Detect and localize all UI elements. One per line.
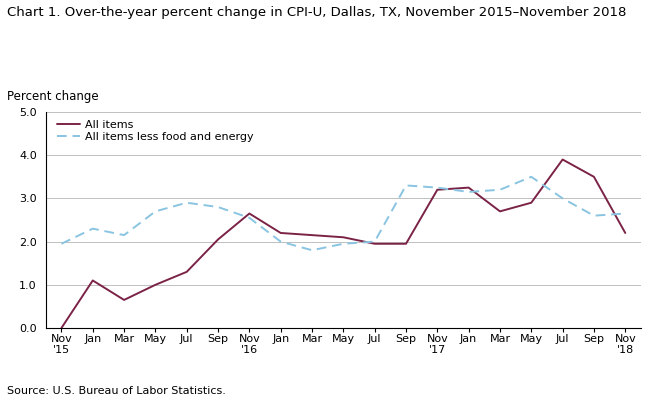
All items less food and energy bbox=[496, 187, 504, 192]
All items bbox=[527, 200, 535, 205]
All items less food and energy bbox=[559, 196, 566, 201]
All items less food and energy bbox=[371, 239, 379, 244]
All items bbox=[590, 174, 598, 179]
Line: All items: All items bbox=[61, 160, 625, 328]
All items bbox=[245, 211, 253, 216]
All items bbox=[152, 282, 160, 287]
All items bbox=[183, 270, 191, 274]
All items bbox=[559, 157, 566, 162]
All items less food and energy bbox=[214, 205, 222, 210]
All items less food and energy bbox=[621, 211, 629, 216]
All items less food and energy bbox=[183, 200, 191, 205]
Text: Chart 1. Over-the-year percent change in CPI-U, Dallas, TX, November 2015–Novemb: Chart 1. Over-the-year percent change in… bbox=[7, 6, 626, 19]
Text: Source: U.S. Bureau of Labor Statistics.: Source: U.S. Bureau of Labor Statistics. bbox=[7, 386, 226, 396]
All items less food and energy bbox=[152, 209, 160, 214]
All items less food and energy bbox=[120, 233, 128, 238]
All items bbox=[371, 241, 379, 246]
All items bbox=[89, 278, 97, 283]
All items bbox=[58, 326, 65, 330]
All items less food and energy bbox=[527, 174, 535, 179]
All items bbox=[465, 185, 473, 190]
All items bbox=[621, 230, 629, 235]
All items bbox=[434, 187, 441, 192]
All items bbox=[496, 209, 504, 214]
Text: Percent change: Percent change bbox=[7, 90, 98, 103]
All items less food and energy bbox=[245, 216, 253, 220]
All items bbox=[339, 235, 347, 240]
All items bbox=[402, 241, 410, 246]
All items less food and energy bbox=[89, 226, 97, 231]
All items bbox=[120, 298, 128, 302]
All items bbox=[214, 237, 222, 242]
All items bbox=[308, 233, 316, 238]
All items less food and energy bbox=[590, 213, 598, 218]
All items less food and energy bbox=[277, 239, 284, 244]
All items less food and energy bbox=[308, 248, 316, 253]
All items less food and energy bbox=[434, 185, 441, 190]
All items bbox=[277, 230, 284, 235]
Line: All items less food and energy: All items less food and energy bbox=[61, 177, 625, 250]
All items less food and energy bbox=[339, 241, 347, 246]
All items less food and energy bbox=[402, 183, 410, 188]
All items less food and energy bbox=[465, 190, 473, 194]
Legend: All items, All items less food and energy: All items, All items less food and energ… bbox=[58, 120, 254, 142]
All items less food and energy bbox=[58, 241, 65, 246]
